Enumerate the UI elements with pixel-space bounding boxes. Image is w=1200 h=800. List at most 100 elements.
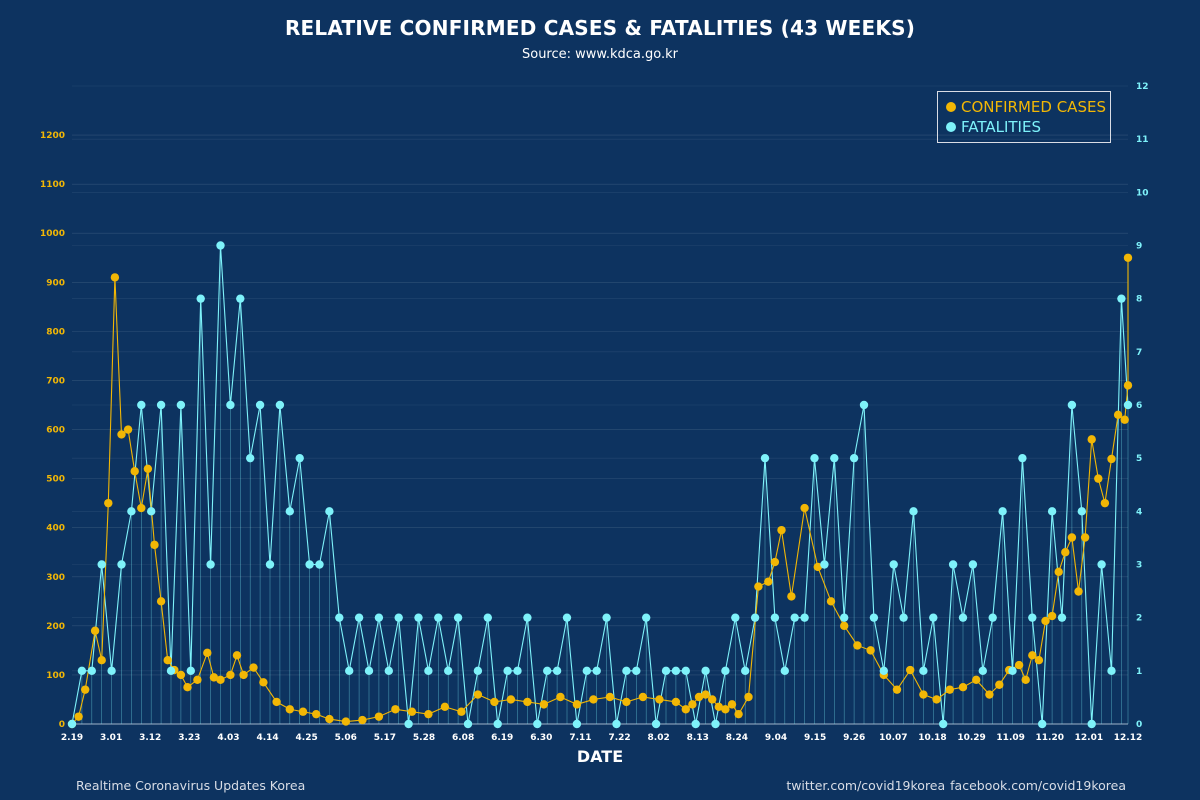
chart-legend: CONFIRMED CASES FATALITIES bbox=[937, 91, 1111, 143]
fatality-point bbox=[394, 613, 403, 622]
fatality-point bbox=[750, 613, 760, 622]
confirmed-point bbox=[298, 707, 308, 716]
fatality-point bbox=[780, 666, 789, 676]
fatality-point bbox=[711, 719, 720, 729]
fatality-point bbox=[958, 613, 968, 622]
confirmed-point bbox=[932, 695, 941, 704]
fatality-point bbox=[681, 666, 690, 676]
fatality-point bbox=[651, 719, 661, 729]
x-tick-label: 9.04 bbox=[765, 733, 787, 743]
confirmed-point bbox=[249, 663, 258, 672]
confirmed-point bbox=[714, 702, 723, 712]
x-tick-label: 8.02 bbox=[648, 733, 670, 743]
y-right-tick-label: 7 bbox=[1136, 348, 1142, 358]
fatality-point bbox=[77, 666, 87, 676]
fatality-point bbox=[483, 613, 492, 622]
fatality-point bbox=[820, 560, 829, 569]
confirmed-point bbox=[123, 425, 133, 434]
fatality-point bbox=[1107, 666, 1116, 676]
x-tick-label: 4.03 bbox=[217, 733, 239, 743]
fatality-point bbox=[117, 560, 126, 569]
x-tick-label: 10.29 bbox=[957, 733, 985, 743]
confirmed-point bbox=[232, 651, 242, 660]
fatality-point bbox=[414, 613, 423, 622]
confirmed-point bbox=[176, 670, 186, 680]
fatality-point bbox=[939, 719, 948, 729]
fatality-point bbox=[859, 400, 869, 410]
y-right-tick-label: 0 bbox=[1136, 720, 1142, 730]
confirmed-point bbox=[216, 675, 225, 685]
confirmed-point bbox=[523, 697, 532, 707]
confirmed-point bbox=[721, 705, 730, 714]
confirmed-point bbox=[137, 503, 146, 513]
fatality-point bbox=[424, 666, 433, 676]
confirmed-point bbox=[813, 562, 822, 572]
fatality-point bbox=[404, 719, 413, 729]
fatality-point bbox=[473, 666, 483, 676]
x-tick-label: 6.08 bbox=[452, 733, 474, 743]
fatality-point bbox=[968, 560, 978, 569]
confirmed-point bbox=[1074, 587, 1083, 596]
y-left-tick-label: 0 bbox=[59, 720, 65, 730]
x-tick-label: 8.24 bbox=[726, 733, 748, 743]
fatality-point bbox=[265, 560, 275, 569]
y-right-tick-label: 6 bbox=[1136, 401, 1142, 411]
fatality-point bbox=[1117, 294, 1126, 303]
fatality-point bbox=[1028, 613, 1037, 622]
confirmed-point bbox=[764, 577, 773, 586]
fatality-point bbox=[206, 560, 215, 569]
fatality-point bbox=[335, 613, 344, 622]
y-left-tick-label: 700 bbox=[46, 376, 65, 386]
x-tick-label: 3.23 bbox=[178, 733, 200, 743]
fatality-point bbox=[156, 400, 166, 410]
fatality-point bbox=[513, 666, 522, 676]
confirmed-point bbox=[1120, 415, 1129, 424]
fatality-point bbox=[760, 453, 770, 463]
x-tick-label: 4.14 bbox=[256, 733, 278, 743]
fatality-point bbox=[562, 613, 572, 622]
confirmed-point bbox=[272, 697, 281, 707]
fatality-point bbox=[869, 613, 879, 622]
confirmed-point bbox=[209, 673, 219, 682]
y-right-tick-label: 9 bbox=[1136, 242, 1142, 252]
confirmed-point bbox=[638, 692, 648, 702]
fatality-point bbox=[354, 613, 364, 622]
confirmed-point bbox=[440, 702, 450, 712]
fatality-point bbox=[196, 294, 205, 303]
confirmed-point bbox=[143, 464, 153, 473]
fatality-point bbox=[889, 560, 898, 569]
fatality-point bbox=[721, 666, 730, 676]
legend-item-confirmed: CONFIRMED CASES bbox=[946, 97, 1110, 117]
confirmed-point bbox=[285, 705, 294, 714]
fatality-point bbox=[275, 400, 285, 410]
y-right-tick-label: 5 bbox=[1136, 454, 1142, 464]
fatality-point bbox=[849, 453, 859, 463]
fatality-point bbox=[493, 719, 502, 729]
confirmed-point bbox=[556, 692, 565, 702]
confirmed-point bbox=[892, 685, 902, 694]
fatality-point bbox=[107, 666, 116, 676]
fatality-point bbox=[1008, 666, 1017, 676]
fatality-point bbox=[127, 507, 136, 516]
confirmed-point bbox=[671, 697, 681, 707]
fatality-point bbox=[315, 560, 324, 569]
fatality-point bbox=[978, 666, 987, 676]
confirmed-point bbox=[358, 715, 367, 725]
chart-subtitle: Source: www.kdca.go.kr bbox=[521, 47, 678, 62]
x-tick-label: 11.20 bbox=[1036, 733, 1064, 743]
fatality-point bbox=[731, 613, 740, 622]
confirmed-point bbox=[681, 705, 690, 714]
fatality-point bbox=[67, 719, 77, 729]
confirmed-point bbox=[777, 525, 786, 535]
fatality-point bbox=[295, 453, 304, 463]
legend-label-fatalities: FATALITIES bbox=[961, 118, 1041, 136]
footer-credit: Realtime Coronavirus Updates Korea bbox=[76, 778, 306, 793]
fatality-point bbox=[1123, 400, 1133, 410]
fatality-point bbox=[543, 666, 552, 676]
fatality-point bbox=[592, 666, 601, 676]
confirmed-point bbox=[919, 690, 928, 699]
confirmed-point bbox=[226, 670, 235, 680]
confirmed-point bbox=[203, 648, 212, 658]
x-axis: 2.19 3.01 3.12 3.23 4.03 4.14 4.25 5.06 5.17 5.28… bbox=[61, 723, 1142, 743]
